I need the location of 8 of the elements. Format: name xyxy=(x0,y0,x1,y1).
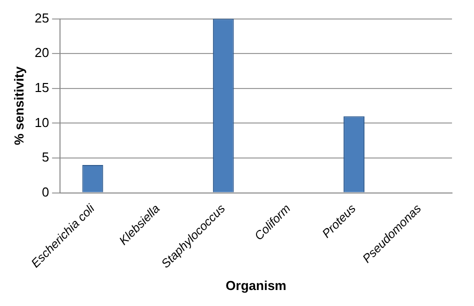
y-tick-label: 10 xyxy=(34,114,50,130)
y-tick-label: 5 xyxy=(42,150,50,165)
y-tick-label: 20 xyxy=(34,45,50,60)
y-tick-label: 0 xyxy=(42,184,50,200)
y-tick-label: 15 xyxy=(34,80,50,95)
x-axis-title: Organism xyxy=(226,278,286,293)
y-axis-title: % sensitivity xyxy=(11,66,26,146)
y-tick-label: 25 xyxy=(34,10,50,26)
